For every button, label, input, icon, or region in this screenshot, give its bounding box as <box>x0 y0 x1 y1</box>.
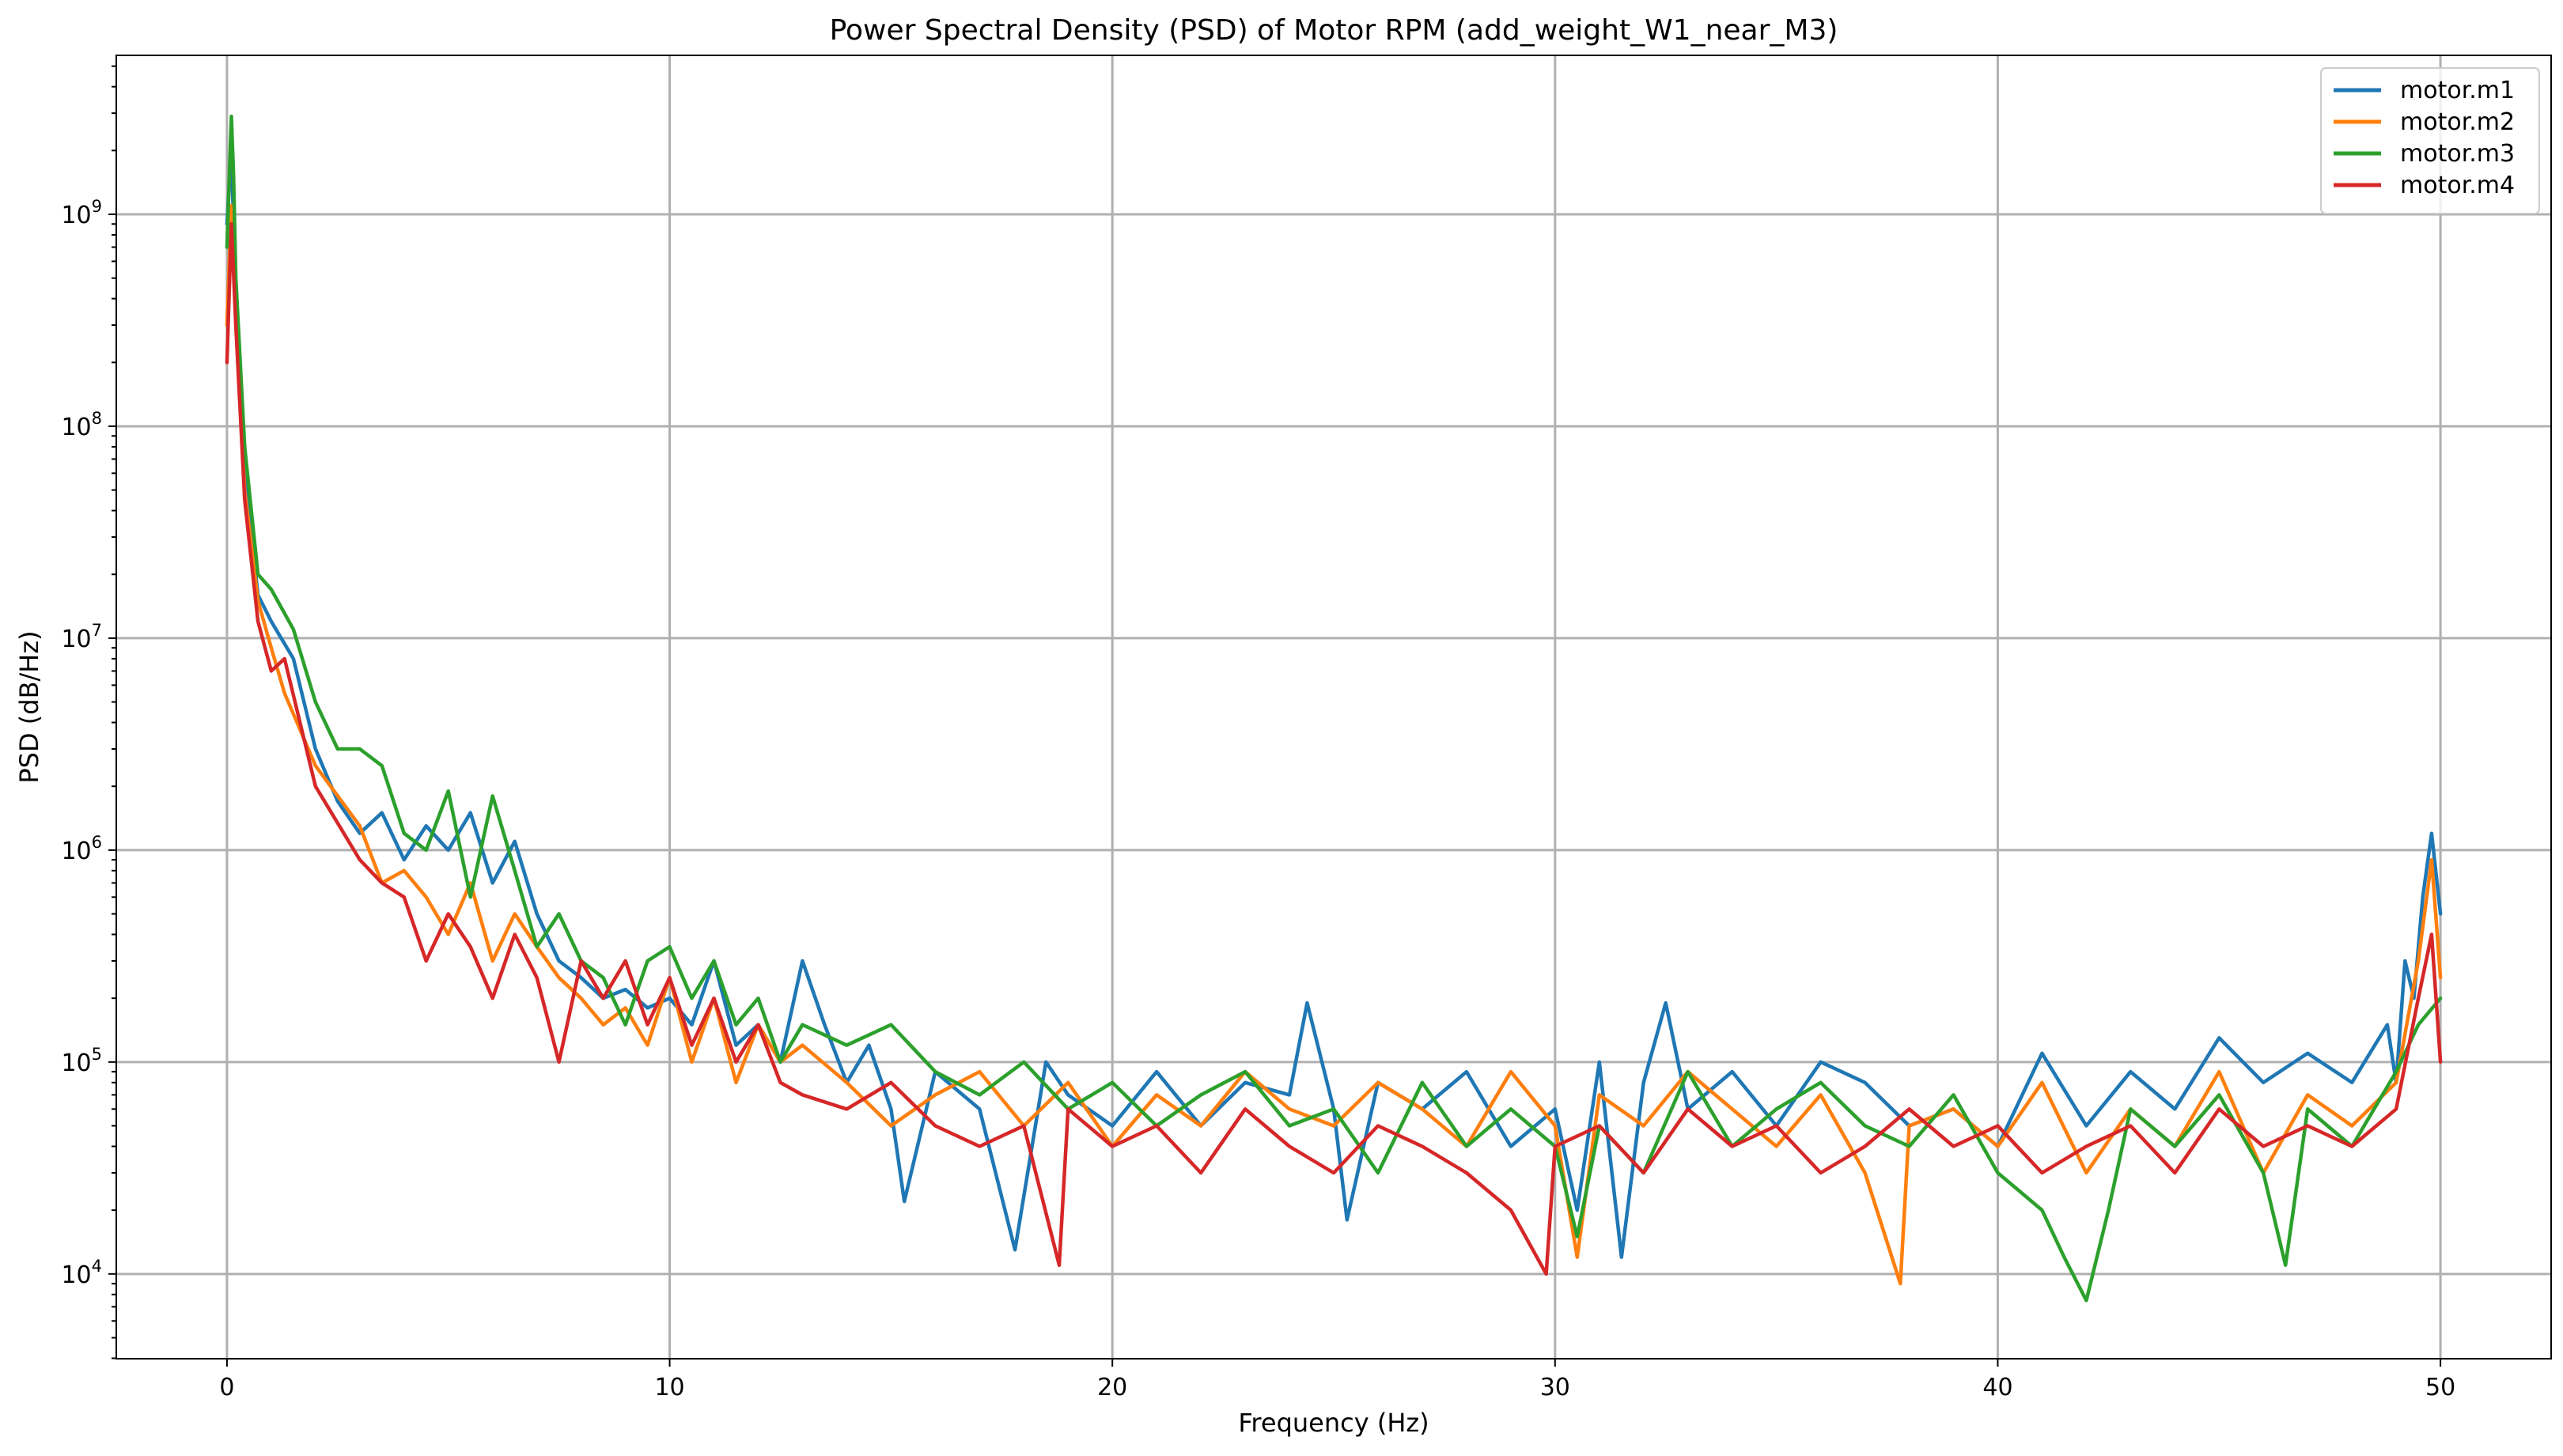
y-tick-base: 10 <box>61 202 91 229</box>
grid <box>116 55 2551 1359</box>
x-tick-label: 10 <box>654 1374 684 1401</box>
series-line-motor-m4 <box>225 221 2443 1276</box>
y-tick-label: 105 <box>61 1045 102 1077</box>
plot-frame <box>115 55 2552 1360</box>
y-tick-label: 109 <box>61 197 102 229</box>
y-tick-base: 10 <box>61 626 91 653</box>
y-tick-exponent: 9 <box>92 197 102 216</box>
y-tick-label: 104 <box>61 1257 102 1289</box>
y-tick-label: 107 <box>61 621 102 653</box>
x-tick-label: 40 <box>1982 1374 2012 1401</box>
y-tick-base: 10 <box>61 1049 91 1077</box>
series-line-motor-m2 <box>225 203 2443 1286</box>
legend: motor.m1 motor.m2 motor.m3 motor.m4 <box>2320 67 2540 214</box>
x-tick-label: 50 <box>2425 1374 2455 1401</box>
y-tick-base: 10 <box>61 838 91 865</box>
legend-label: motor.m3 <box>2400 140 2515 168</box>
legend-label: motor.m4 <box>2400 172 2515 199</box>
x-axis-label: Frequency (Hz) <box>1238 1408 1429 1438</box>
y-tick-label: 106 <box>61 833 102 865</box>
legend-box <box>2320 67 2540 214</box>
x-tick-label: 30 <box>1540 1374 1570 1401</box>
series-line-motor-m1 <box>225 149 2443 1259</box>
y-tick-base: 10 <box>61 1261 91 1289</box>
y-tick-exponent: 5 <box>92 1045 102 1064</box>
x-tick-label: 20 <box>1097 1374 1127 1401</box>
y-tick-base: 10 <box>61 414 91 441</box>
series-lines <box>225 114 2443 1303</box>
chart-title: Power Spectral Density (PSD) of Motor RP… <box>830 14 1838 47</box>
y-tick-exponent: 6 <box>92 833 102 852</box>
x-tick-label: 0 <box>219 1374 234 1401</box>
y-tick-exponent: 4 <box>92 1257 102 1276</box>
y-tick-exponent: 7 <box>92 621 102 640</box>
legend-label: motor.m1 <box>2400 77 2515 104</box>
y-tick-exponent: 8 <box>92 409 102 428</box>
legend-label: motor.m2 <box>2400 108 2515 136</box>
y-tick-label: 108 <box>61 409 102 441</box>
y-axis-label: PSD (dB/Hz) <box>14 630 44 783</box>
